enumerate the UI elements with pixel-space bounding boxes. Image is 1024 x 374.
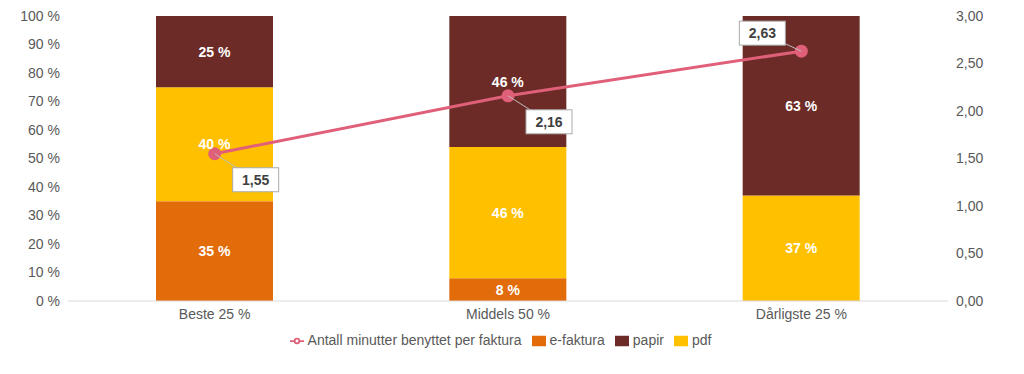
svg-text:0,00: 0,00 — [956, 293, 983, 309]
svg-text:1,55: 1,55 — [242, 172, 269, 188]
svg-text:2,00: 2,00 — [956, 103, 983, 119]
svg-text:40 %: 40 % — [199, 136, 231, 152]
svg-text:60 %: 60 % — [28, 122, 60, 138]
svg-text:20 %: 20 % — [28, 236, 60, 252]
svg-text:90 %: 90 % — [28, 36, 60, 52]
html-text:e-faktura: e-faktura — [549, 332, 605, 348]
html-text:Antall minutter benyttet per f: Antall minutter benyttet per faktura — [307, 332, 522, 348]
svg-text:25 %: 25 % — [199, 44, 231, 60]
html-text:pdf: pdf — [692, 332, 712, 348]
svg-text:1,00: 1,00 — [956, 198, 983, 214]
svg-text:1,50: 1,50 — [956, 150, 983, 166]
html-text:papir: papir — [632, 332, 664, 348]
svg-text:2,50: 2,50 — [956, 55, 983, 71]
svg-text:70 %: 70 % — [28, 93, 60, 109]
svg-text:46 %: 46 % — [492, 205, 524, 221]
svg-text:63 %: 63 % — [785, 98, 817, 114]
svg-text:Middels 50 %: Middels 50 % — [466, 306, 550, 322]
svg-text:10 %: 10 % — [28, 264, 60, 280]
svg-text:2,16: 2,16 — [535, 114, 562, 130]
svg-text:37 %: 37 % — [785, 240, 817, 256]
svg-text:0 %: 0 % — [36, 293, 60, 309]
svg-text:Dårligste 25 %: Dårligste 25 % — [756, 306, 847, 322]
svg-text:50 %: 50 % — [28, 150, 60, 166]
svg-text:46 %: 46 % — [492, 74, 524, 90]
svg-text:0,50: 0,50 — [956, 245, 983, 261]
svg-text:3,00: 3,00 — [956, 8, 983, 24]
svg-text:8 %: 8 % — [496, 282, 521, 298]
svg-text:100 %: 100 % — [20, 8, 60, 24]
svg-text:Beste 25 %: Beste 25 % — [179, 306, 251, 322]
svg-text:40 %: 40 % — [28, 179, 60, 195]
svg-text:80 %: 80 % — [28, 65, 60, 81]
svg-text:30 %: 30 % — [28, 207, 60, 223]
svg-text:35 %: 35 % — [199, 243, 231, 259]
svg-text:2,63: 2,63 — [749, 25, 776, 41]
